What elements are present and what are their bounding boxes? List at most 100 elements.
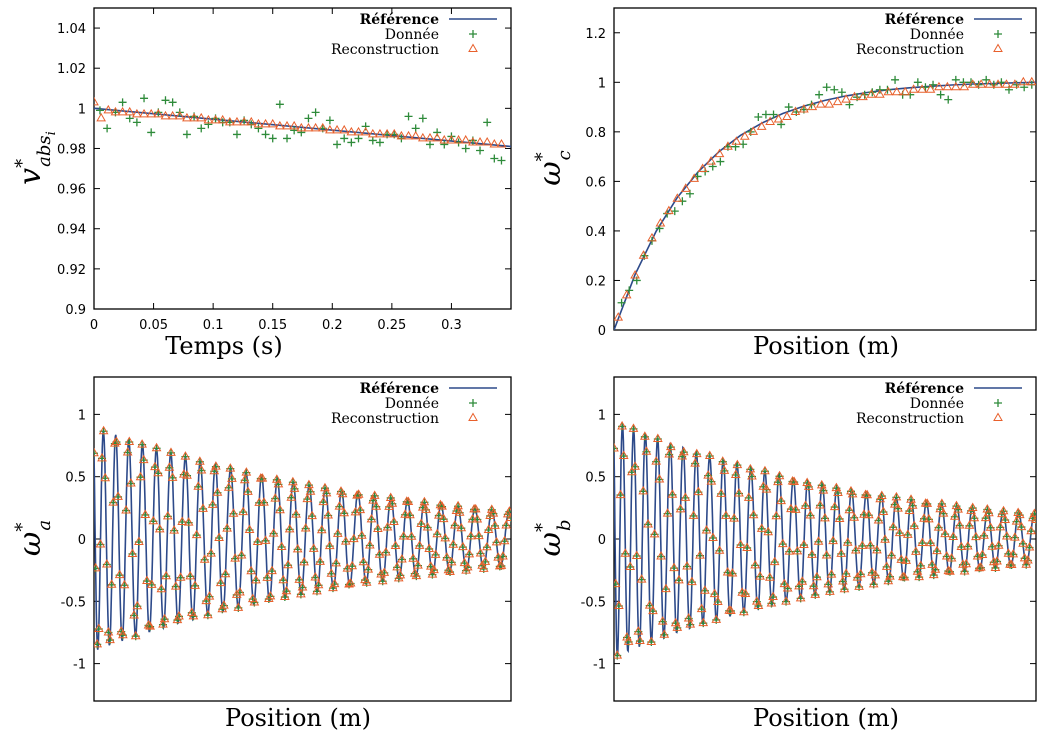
data-point-reconstruction <box>291 509 301 518</box>
data-point-reconstruction <box>142 575 152 585</box>
data-point-reconstruction <box>665 441 676 451</box>
data-point-reconstruction <box>800 500 811 509</box>
data-point-reconstruction <box>169 525 180 534</box>
legend-swatch-triangle <box>993 43 1003 52</box>
legend-swatch-triangle <box>468 43 478 52</box>
x-tick-label: 0.2 <box>322 318 343 333</box>
data-point-donnee <box>913 78 922 87</box>
data-point-reconstruction <box>243 486 253 495</box>
data-point-reconstruction <box>709 588 720 598</box>
data-point-reconstruction <box>928 569 939 579</box>
data-point-reconstruction <box>704 450 715 459</box>
data-point-reconstruction <box>695 550 705 559</box>
legend-entry-label: Référence <box>360 381 439 397</box>
data-point-reconstruction <box>956 541 967 551</box>
legend-entry-label: Reconstruction <box>856 42 964 58</box>
data-point-donnee <box>232 130 241 139</box>
data-point-reconstruction <box>849 512 860 521</box>
data-point-reconstruction <box>233 602 244 611</box>
data-point-reconstruction <box>347 560 358 570</box>
data-point-reconstruction <box>1024 542 1035 551</box>
data-point-reconstruction <box>316 524 327 534</box>
data-point-reconstruction <box>381 546 391 556</box>
data-point-reconstruction <box>740 588 751 598</box>
data-point-reconstruction <box>139 108 149 118</box>
data-point-donnee <box>754 112 763 121</box>
y-tick-label: 0.98 <box>57 142 86 157</box>
data-point-reconstruction <box>244 524 255 533</box>
data-point-reconstruction <box>614 442 619 452</box>
data-point-reconstruction <box>731 136 742 145</box>
y-tick-label: 0.96 <box>57 183 86 198</box>
data-point-reconstruction <box>305 486 316 495</box>
data-point-reconstruction <box>288 476 298 486</box>
data-point-reconstruction <box>847 488 858 498</box>
data-point-reconstruction <box>249 596 260 606</box>
data-point-reconstruction <box>663 205 674 215</box>
y-tick-label: 0.4 <box>585 225 606 240</box>
data-point-reconstruction <box>134 536 144 546</box>
data-point-reconstruction <box>140 509 151 518</box>
data-point-reconstruction <box>761 484 772 493</box>
data-point-reconstruction <box>1021 559 1032 568</box>
data-point-reconstruction <box>331 557 342 567</box>
data-point-reconstruction <box>614 600 624 610</box>
data-point-donnee <box>283 134 292 143</box>
data-point-reconstruction <box>760 465 770 475</box>
x-tick-label: 0.15 <box>258 318 287 333</box>
data-point-reconstruction <box>499 535 510 545</box>
data-point-reconstruction <box>332 124 342 134</box>
data-point-reconstruction <box>836 548 847 557</box>
y-tick-label: 0 <box>598 533 606 548</box>
y-tick-label: -1 <box>73 658 86 673</box>
data-point-reconstruction <box>220 568 231 578</box>
data-point-reconstruction <box>300 523 311 532</box>
data-point-reconstruction <box>224 116 235 126</box>
data-point-reconstruction <box>738 606 749 616</box>
data-point-reconstruction <box>743 492 754 501</box>
data-point-reconstruction <box>167 110 178 120</box>
data-point-reconstruction <box>841 94 851 103</box>
data-point-reconstruction <box>768 591 778 601</box>
data-point-donnee <box>275 100 284 109</box>
data-point-reconstruction <box>122 446 133 456</box>
data-point-reconstruction <box>403 130 414 140</box>
data-point-reconstruction <box>167 472 178 481</box>
x-tick-label: 0.05 <box>139 318 168 333</box>
data-point-reconstruction <box>94 96 99 106</box>
data-point-reconstruction <box>299 556 309 566</box>
data-point-reconstruction <box>188 610 199 620</box>
data-point-reconstruction <box>108 497 119 506</box>
data-point-reconstruction <box>198 503 208 512</box>
data-point-reconstruction <box>810 589 821 598</box>
data-point-reconstruction <box>938 508 949 517</box>
data-point-reconstruction <box>649 528 660 538</box>
data-point-reconstruction <box>964 520 975 529</box>
data-point-reconstruction <box>623 636 634 645</box>
data-point-reconstruction <box>677 451 688 460</box>
data-point-reconstruction <box>993 540 1004 549</box>
data-point-reconstruction <box>691 448 702 458</box>
data-point-reconstruction <box>812 571 822 581</box>
data-point-reconstruction <box>289 120 300 130</box>
data-point-reconstruction <box>805 509 816 519</box>
data-point-reconstruction <box>621 289 632 299</box>
data-point-reconstruction <box>803 481 814 490</box>
data-point-reconstruction <box>105 634 115 644</box>
legend-swatch-triangle <box>993 412 1003 421</box>
data-point-reconstruction <box>901 555 912 564</box>
data-point-reconstruction <box>646 636 657 646</box>
data-point-reconstruction <box>297 582 308 591</box>
legend-entry-label: Donnée <box>385 27 439 43</box>
data-point-reconstruction <box>750 559 761 569</box>
data-point-reconstruction <box>693 486 704 496</box>
data-point-reconstruction <box>334 501 345 510</box>
data-point-reconstruction <box>886 549 897 559</box>
data-point-reconstruction <box>127 548 138 557</box>
data-point-reconstruction <box>326 568 337 577</box>
legend-swatch-triangle <box>468 412 478 421</box>
y-tick-label: 0 <box>78 533 86 548</box>
data-point-reconstruction <box>639 431 650 440</box>
data-point-reconstruction <box>182 112 192 122</box>
data-point-reconstruction <box>850 544 861 554</box>
